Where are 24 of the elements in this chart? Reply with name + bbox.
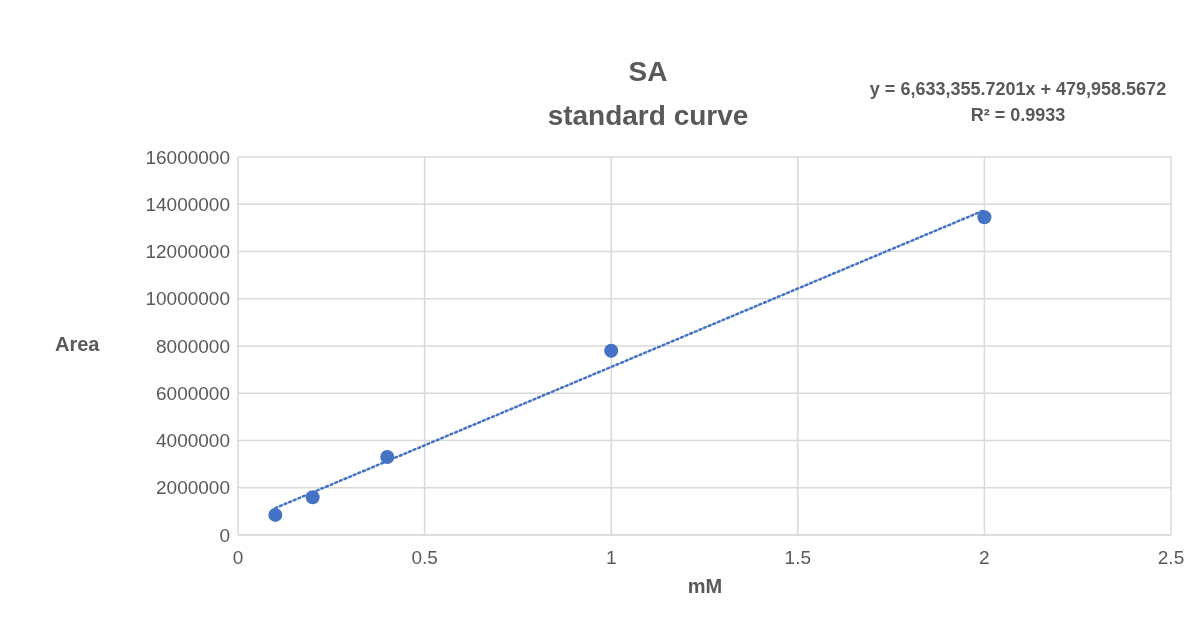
- y-tick-label: 6000000: [156, 382, 230, 404]
- y-tick-label: 2000000: [156, 477, 230, 499]
- point: [268, 507, 283, 522]
- point: [380, 450, 395, 465]
- y-tick-label: 0: [219, 524, 230, 546]
- point: [604, 343, 619, 358]
- y-tick-label: 12000000: [145, 241, 230, 263]
- chart-title: SA standard curve: [547, 56, 749, 131]
- point: [305, 490, 320, 505]
- y-tick-label: 8000000: [156, 335, 230, 357]
- y-axis-title: Area: [55, 333, 100, 356]
- y-tick-label: 4000000: [156, 430, 230, 452]
- x-tick-label: 1: [605, 547, 617, 569]
- point: [977, 210, 992, 225]
- x-tick-label: 2.5: [1157, 547, 1185, 569]
- x-tick-label: 1.5: [784, 547, 812, 569]
- x-tick-label: 0.5: [411, 547, 438, 569]
- y-tick-label: 16000000: [145, 146, 230, 168]
- y-tick-label: 14000000: [145, 193, 230, 215]
- text: y = 6,633,355.7201x + 479,958.5672 R² = 0.9933: [868, 78, 1168, 127]
- y-tick-label: 10000000: [145, 288, 230, 310]
- x-tick-label: 0: [232, 547, 244, 569]
- x-axis-title: mM: [686, 575, 724, 598]
- x-tick-label: 2: [979, 547, 990, 569]
